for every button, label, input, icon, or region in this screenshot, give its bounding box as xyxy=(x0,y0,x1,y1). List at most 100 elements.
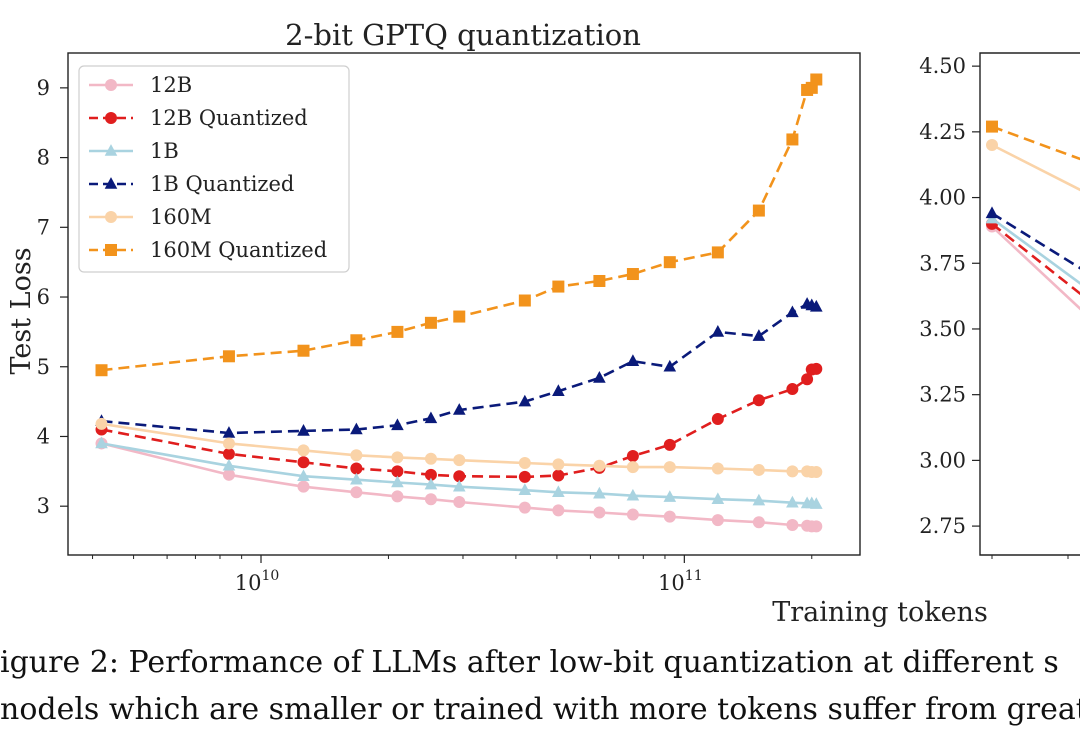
y-tick-label: 6 xyxy=(37,285,50,309)
data-point-160m-quantized xyxy=(297,344,310,357)
data-point-1b-quantized xyxy=(297,423,310,436)
data-point-12b xyxy=(752,516,765,529)
data-point-1b-quantized xyxy=(593,371,606,383)
data-point-160m-quantized xyxy=(663,256,676,269)
data-point-12b-quantized xyxy=(626,449,639,462)
data-point-12b xyxy=(518,501,531,514)
data-point-12b xyxy=(626,508,639,521)
data-point-1b xyxy=(593,486,606,499)
legend: 12B 12B Quantized 1B 1B Quantized 160M 160M Q… xyxy=(78,65,350,273)
left-chart: 2-bit GPTQ quantization Test Loss 1010 10… xyxy=(6,18,861,595)
caption-line-1: igure 2: Performance of LLMs after low-b… xyxy=(0,645,1059,680)
data-point-160m xyxy=(453,454,466,467)
y-tick-label: 3.25 xyxy=(919,383,966,407)
data-point-160m-quantized xyxy=(593,274,606,287)
data-point-12b xyxy=(663,510,676,523)
series-line-160m xyxy=(991,143,1080,192)
data-point-12b xyxy=(222,468,235,481)
data-point-12b xyxy=(711,514,724,527)
data-point-1b-quantized xyxy=(985,206,999,219)
data-point-1b-quantized xyxy=(626,354,640,366)
data-point-12b-quantized xyxy=(350,462,363,475)
data-point-160m-quantized xyxy=(95,364,108,377)
data-point-12b-quantized xyxy=(424,468,437,481)
data-point-160m xyxy=(518,456,531,469)
data-point-160m xyxy=(786,465,799,478)
caption-line-2: nodels which are smaller or trained with… xyxy=(0,692,1080,727)
series-line-160m-quantized xyxy=(101,78,818,372)
data-point-160m xyxy=(593,459,606,472)
data-point-160m-quantized xyxy=(453,310,466,323)
data-point-12b xyxy=(297,480,310,493)
legend-label-160m-quantized: 160M Quantized xyxy=(150,238,327,262)
data-point-160m-quantized xyxy=(626,268,639,281)
data-point-160m-quantized xyxy=(222,350,235,363)
data-point-160m xyxy=(297,444,310,457)
data-point-160m-quantized xyxy=(711,246,724,259)
data-point-12b-quantized xyxy=(552,469,565,482)
data-point-1b xyxy=(552,485,565,498)
data-point-160m-quantized xyxy=(752,204,765,217)
legend-label-1b: 1B xyxy=(150,139,179,163)
data-point-160m-quantized xyxy=(350,334,363,347)
legend-marker-12b-quantized xyxy=(105,112,117,124)
data-point-1b-quantized xyxy=(222,426,236,438)
data-point-12b xyxy=(552,504,565,517)
data-point-160m-quantized xyxy=(810,73,823,86)
legend-marker-160m xyxy=(105,211,117,223)
legend-marker-12b xyxy=(105,79,117,91)
left-plot-area: 1010 1011 3 4 5 6 7 8 9 12B 12B Quantized 1B 1B Quan… xyxy=(37,52,861,595)
data-point-12b-quantized xyxy=(663,438,676,451)
data-point-1b-quantized xyxy=(810,299,823,312)
plot-frame xyxy=(67,52,861,556)
data-point-160m xyxy=(711,462,724,475)
y-tick-label: 5 xyxy=(37,355,50,379)
legend-label-12b-quantized: 12B Quantized xyxy=(150,106,308,130)
data-point-12b xyxy=(453,496,466,509)
data-point-160m xyxy=(810,466,823,479)
data-point-160m xyxy=(626,461,639,474)
data-point-1b xyxy=(663,490,677,502)
series-line-1b-quantized xyxy=(991,212,1080,270)
data-point-1b xyxy=(391,475,404,488)
data-point-1b xyxy=(452,479,466,492)
x-axis-label: Training tokens xyxy=(772,597,988,628)
data-point-160m-quantized xyxy=(986,120,998,133)
y-tick-label: 3.50 xyxy=(919,317,966,341)
data-point-1b xyxy=(350,472,363,485)
data-point-12b-quantized xyxy=(752,394,765,407)
data-point-12b xyxy=(810,520,823,533)
y-tick-label: 3.75 xyxy=(919,251,966,275)
y-tick-label: 9 xyxy=(37,76,50,100)
series-line-12b xyxy=(991,225,1080,311)
data-point-160m xyxy=(222,437,235,450)
y-tick-label: 7 xyxy=(37,215,50,239)
x-tick-label: 1010 xyxy=(235,568,280,595)
data-point-1b xyxy=(297,469,310,482)
data-point-12b-quantized xyxy=(391,465,404,478)
data-point-160m xyxy=(986,138,998,151)
y-axis-label: Test Loss xyxy=(6,247,37,374)
data-point-1b-quantized xyxy=(663,359,677,372)
data-point-1b xyxy=(95,436,108,449)
legend-label-160m: 160M xyxy=(150,205,212,229)
y-tick-label: 4 xyxy=(37,424,50,448)
data-point-12b-quantized xyxy=(518,470,531,483)
data-point-1b-quantized xyxy=(350,422,363,435)
y-tick-label: 4.25 xyxy=(919,120,966,144)
data-point-1b-quantized xyxy=(552,384,565,396)
data-point-12b-quantized xyxy=(222,447,235,460)
x-tick-label: 1011 xyxy=(658,568,703,595)
legend-label-1b-quantized: 1B Quantized xyxy=(150,172,294,196)
data-point-1b xyxy=(626,488,640,501)
data-point-160m-quantized xyxy=(391,325,404,338)
data-point-1b-quantized xyxy=(391,418,404,431)
data-point-12b xyxy=(593,506,606,519)
data-point-12b xyxy=(391,490,404,503)
data-point-160m-quantized xyxy=(518,294,531,307)
data-point-12b xyxy=(786,519,799,532)
chart-title: 2-bit GPTQ quantization xyxy=(285,18,641,52)
data-point-1b-quantized xyxy=(711,324,725,337)
legend-marker-1b xyxy=(104,144,118,156)
data-point-1b xyxy=(752,493,766,506)
